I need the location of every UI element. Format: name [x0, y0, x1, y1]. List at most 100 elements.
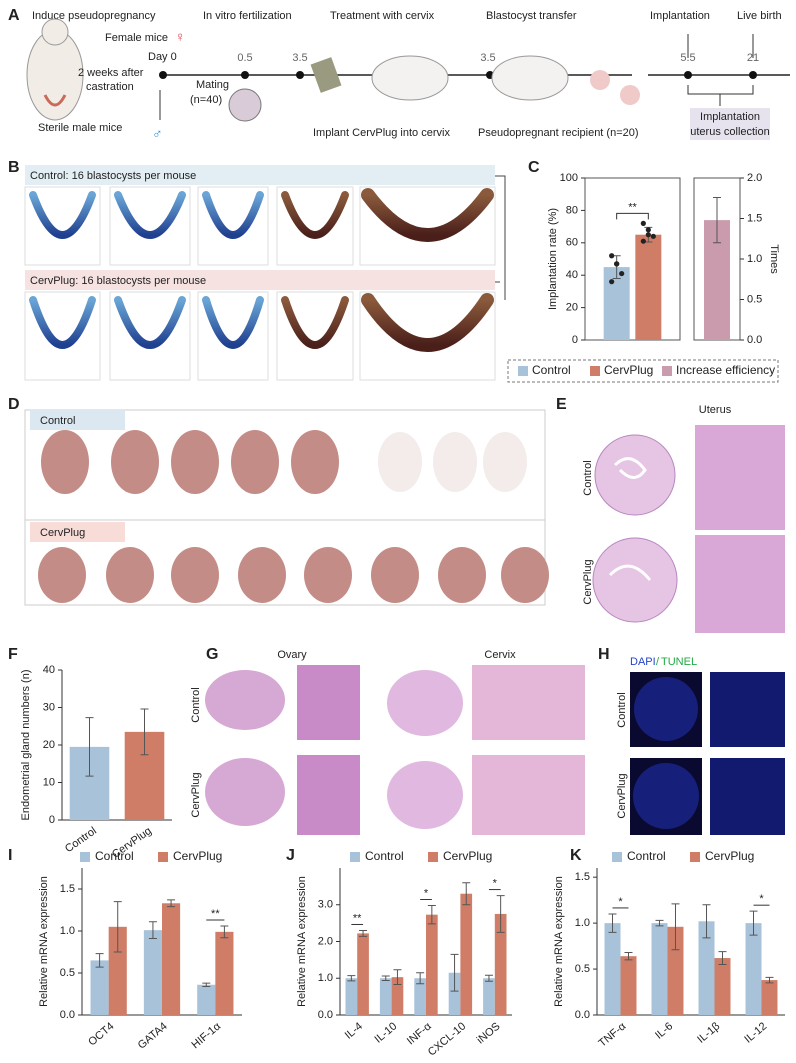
y-tick-label: 0.0 [318, 1009, 333, 1021]
day-label: 0.5 [237, 52, 252, 64]
data-point [650, 233, 656, 239]
x-tick-label: CXCL-10 [426, 1020, 468, 1058]
panel-label: D [8, 396, 20, 413]
pup-images [38, 430, 549, 603]
female-label: Female mice [105, 32, 168, 44]
embryo-illustration [228, 88, 262, 122]
male-symbol: ♂ [152, 126, 163, 142]
significance-label: * [759, 893, 764, 905]
lumen [608, 457, 652, 581]
panel-label: I [8, 847, 12, 864]
y-tick-label: 30 [43, 701, 55, 713]
uterus [281, 191, 349, 239]
pup [304, 547, 352, 603]
uterus [29, 296, 96, 349]
mouse-illustration [491, 55, 569, 101]
y-tick-label: 0.0 [747, 334, 762, 346]
column-label: Ovary [277, 649, 307, 661]
step-label: Induce pseudopregnancy [32, 10, 156, 22]
y-tick-label: 1.0 [318, 972, 333, 984]
y-axis-label: Relative mRNA expression [553, 876, 565, 1007]
x-tick-label: IL-6 [653, 1020, 675, 1041]
timeline-dot [749, 71, 757, 79]
header-bar [30, 522, 125, 542]
panel-b: Control: 16 blastocysts per mouse CervPl… [24, 165, 506, 381]
bar [391, 977, 404, 1015]
y-tick-label: 60 [566, 237, 578, 249]
data-point [609, 253, 615, 259]
legend-swatch [350, 852, 360, 862]
panel-label: A [8, 7, 20, 24]
data-point [645, 227, 651, 233]
step-label: Treatment with cervix [330, 10, 435, 22]
error-bar [749, 910, 758, 936]
image-frame [359, 186, 496, 266]
panel-label: C [528, 159, 540, 176]
error-bar [671, 903, 680, 951]
legend-label: Increase efficiency [676, 363, 775, 377]
x-tick-label: iNOS [475, 1020, 503, 1046]
bar [143, 930, 162, 1015]
bar [379, 978, 392, 1015]
bar [745, 923, 762, 1015]
y-tick-label: 40 [566, 269, 578, 281]
bar [667, 926, 684, 1015]
error-bar [462, 882, 471, 906]
bar [215, 931, 234, 1015]
row-label: CervPlug [616, 773, 628, 818]
significance-label: ** [353, 912, 362, 924]
row-header: Control [40, 415, 75, 427]
y-tick-label: 0.5 [747, 293, 762, 305]
y-tick-label: 2.0 [747, 172, 762, 184]
uterus [281, 296, 349, 349]
plot-frame [584, 177, 681, 341]
y-tick-label: 2.0 [318, 935, 333, 947]
cervix-illustration [310, 57, 342, 93]
row-header: CervPlug: 16 blastocysts per mouse [30, 275, 206, 287]
y-tick-label: 0.0 [575, 1009, 590, 1021]
pup [438, 547, 486, 603]
header-bar [25, 270, 495, 290]
pup [171, 547, 219, 603]
header-bar [30, 410, 125, 430]
pup [171, 430, 219, 494]
row-label: CervPlug [190, 772, 202, 817]
mouse-illustration [41, 18, 69, 46]
panel-label: B [8, 159, 20, 176]
pup [291, 430, 339, 494]
error-bar [167, 899, 176, 908]
y-tick-label: 1.0 [575, 917, 590, 929]
bar [698, 921, 715, 1015]
x-tick-label: INF-α [405, 1020, 434, 1047]
tissue-image [592, 537, 678, 623]
row-label: CervPlug [582, 559, 594, 604]
legend-label: CervPlug [705, 849, 754, 863]
tissue-zoom [472, 755, 585, 835]
x-tick-label: TNF-α [597, 1020, 629, 1050]
x-tick-label: IL-10 [372, 1020, 399, 1045]
bar [620, 956, 637, 1015]
collection-box [690, 108, 770, 140]
tissue-image [594, 434, 676, 516]
panel-label: J [286, 847, 295, 864]
bracket [687, 85, 754, 106]
bar [603, 267, 630, 340]
fluorescence-tissue [634, 677, 698, 741]
row-label: Control [582, 460, 594, 495]
bar [426, 914, 438, 1015]
y-tick-label: 10 [43, 776, 55, 788]
x-tick-label: IL-12 [742, 1020, 769, 1045]
tissue-image [205, 758, 285, 826]
fluorescence-zoom [710, 758, 785, 835]
error-bar [713, 196, 721, 244]
day-label: 3.5 [480, 52, 495, 64]
panel-label: F [8, 646, 18, 663]
bar [448, 972, 461, 1015]
data-point [640, 238, 646, 244]
error-bar [765, 976, 774, 984]
uterus [114, 191, 186, 239]
bar [651, 923, 668, 1015]
y-tick-label: 80 [566, 204, 578, 216]
